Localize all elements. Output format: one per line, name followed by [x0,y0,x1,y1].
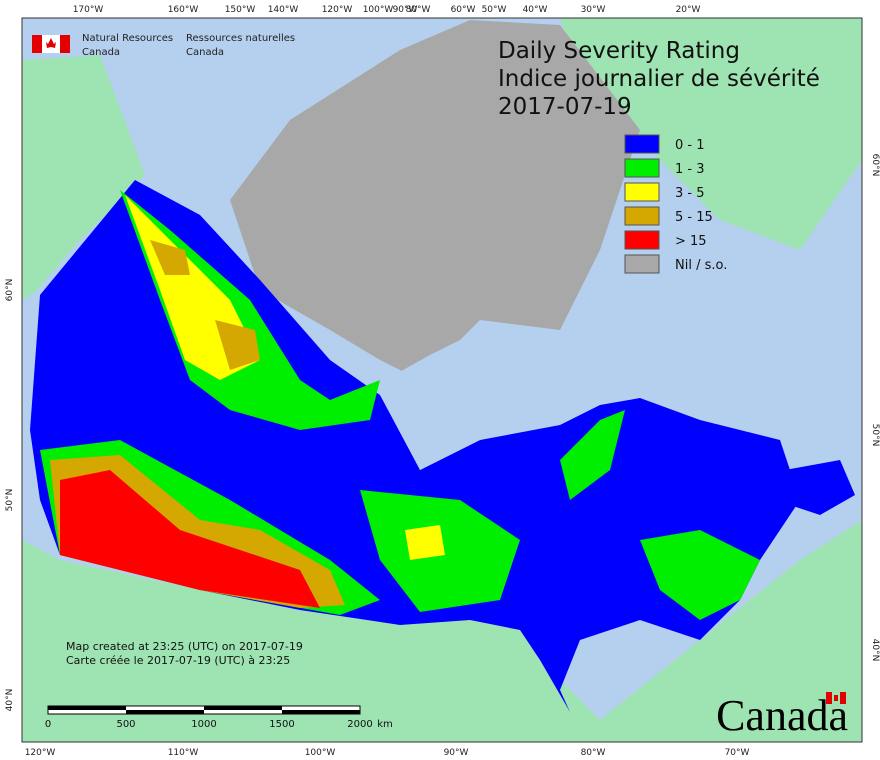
lat-label: 60°N [5,279,15,302]
legend-swatch [624,254,660,274]
lat-label: 40°N [5,689,15,712]
flag-bar [60,35,70,53]
scale-label: 1000 [191,719,216,730]
lon-label: 90°W [444,748,469,758]
lon-label: 90°W [393,5,418,15]
scale-label: 1500 [269,719,294,730]
flag-bar [826,692,832,704]
lon-label: 40°W [523,5,548,15]
lat-label: 60°N [870,154,880,177]
land-greenland [560,18,862,250]
title-line: 2017-07-19 [498,94,632,120]
scale-label: 2000 [347,719,372,730]
lon-label: 140°W [268,5,299,15]
legend-label: 1 - 3 [675,162,705,177]
agency-en: Natural Resources [82,33,173,44]
severity-green-east [640,530,760,620]
newfoundland [785,460,855,515]
lat-label: 40°N [870,639,880,662]
lat-label: 50°N [870,424,880,447]
maple-leaf [834,695,838,701]
legend-label: Nil / s.o. [675,258,727,273]
title-line: Indice journalier de sévérité [498,66,820,92]
lon-label: 120°W [25,748,56,758]
severity-orange-nw2 [215,320,260,370]
scale-label: 0 [45,719,51,730]
scale-label: km [377,719,393,730]
lon-label: 20°W [676,5,701,15]
agency-en: Canada [82,47,120,58]
hudson-bay [385,330,560,470]
map-body [22,18,862,742]
flag-bar [840,692,846,704]
lon-label: 160°W [168,5,199,15]
wordmark-flag [826,692,846,704]
legend-swatch [624,230,660,250]
lon-label: 110°W [168,748,199,758]
lon-label: 170°W [73,5,104,15]
lon-label: 30°W [581,5,606,15]
arctic-islands [230,20,640,380]
scale-seg [204,706,282,710]
lon-label: 120°W [322,5,353,15]
agency-fr: Canada [186,47,224,58]
scale-seg [126,710,204,714]
scale-label: 500 [116,719,135,730]
lon-label: 100°W [363,5,394,15]
lon-label: 150°W [225,5,256,15]
wordmark: Canada [716,691,848,740]
legend-swatch [624,158,660,178]
severity-green-quebec [560,410,625,500]
lon-label: 80°W [581,748,606,758]
scale-bar [47,705,361,715]
scale-seg [48,706,126,710]
legend-swatch [624,134,660,154]
flag-bar [32,35,42,53]
agency-fr: Ressources naturelles [186,33,295,44]
footer-note: Carte créée le 2017-07-19 (UTC) à 23:25 [66,654,290,667]
legend-swatch [624,206,660,226]
lon-label: 100°W [305,748,336,758]
severity-yellow-central [405,525,445,560]
lat-label: 50°N [5,489,15,512]
legend-swatch [624,182,660,202]
legend-label: > 15 [675,234,707,249]
land-alaska [22,55,145,300]
lon-label: 80°W [406,5,431,15]
lon-label: 70°W [725,748,750,758]
legend-label: 3 - 5 [675,186,705,201]
land-us [22,520,862,742]
logo [32,35,70,53]
legend-label: 0 - 1 [675,138,705,153]
lon-label: 60°W [451,5,476,15]
maple-leaf [46,38,56,48]
lon-label: 50°W [482,5,507,15]
severity-red-sw [60,470,320,608]
title-line: Daily Severity Rating [498,38,740,64]
legend-label: 5 - 15 [675,210,713,225]
scale-seg [282,710,360,714]
map-frame [21,17,863,743]
footer-note: Map created at 23:25 (UTC) on 2017-07-19 [66,640,303,653]
severity-orange-nw [150,240,190,275]
